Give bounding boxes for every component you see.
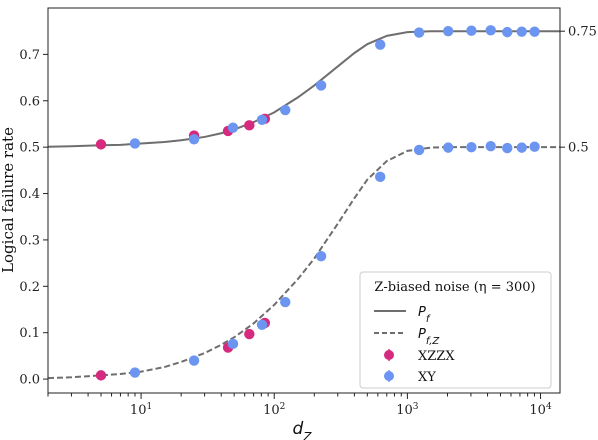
y-axis: 0.0 0.1 0.2 0.3 0.4 0.5 0.6 0.7	[19, 48, 48, 388]
marker-xy_pf-9	[466, 25, 477, 36]
marker-xy_pf-6	[375, 39, 386, 50]
marker-xzzx_pf-3	[244, 120, 255, 131]
y-tick-label-0: 0.0	[19, 373, 40, 388]
y-tick-label-1: 0.1	[19, 326, 40, 341]
marker-xy_pfz-4	[280, 296, 291, 308]
marker-xy_pfz-9	[466, 141, 477, 153]
x-axis: 101 102 103 104	[47, 393, 552, 418]
legend-pfz-label: Pf,Z	[418, 327, 440, 347]
x-tick-label-1000: 103	[396, 402, 419, 418]
marker-xy_pfz-1	[188, 355, 200, 366]
y-tick-label-2: 0.2	[19, 280, 40, 295]
legend-pf-label: Pf	[418, 305, 431, 325]
legend-box	[359, 271, 552, 389]
y-tick-label-7: 0.7	[19, 48, 40, 63]
x-axis-label: dZ	[292, 419, 312, 440]
marker-xy_pfz-11	[502, 142, 513, 154]
marker-xzzx_pfz-0	[95, 370, 107, 381]
y-tick-label-6: 0.6	[19, 94, 40, 109]
marker-xy_pf-8	[442, 25, 454, 37]
x-axis-label-base: d	[292, 419, 303, 439]
marker-xy_pfz-5	[315, 250, 327, 262]
marker-xy_pfz-10	[485, 141, 496, 152]
marker-xy_pf-7	[413, 27, 425, 38]
marker-xy_pf-13	[529, 26, 540, 37]
plot-frame	[47, 7, 561, 394]
legend: Z-biased noise (η = 300) Pf Pf,Z XZZX XY	[359, 271, 552, 389]
x-tick-label-10: 101	[130, 402, 152, 418]
marker-xzzx_pf-0	[95, 139, 107, 150]
x-tick-label-100: 102	[263, 402, 285, 418]
x-tick-label-10000: 104	[529, 402, 552, 418]
y-axis-label: Logical failure rate	[0, 127, 17, 273]
marker-xy_pf-4	[280, 104, 291, 116]
markers-layer	[95, 25, 540, 381]
right-tick-label-0: 0.75	[568, 25, 597, 40]
marker-xy_pf-5	[315, 80, 327, 91]
y-tick-label-3: 0.3	[19, 233, 40, 248]
marker-xy_pf-3	[256, 114, 268, 125]
marker-xy_pf-0	[129, 138, 141, 149]
marker-xy_pfz-3	[256, 319, 268, 331]
marker-xy_pfz-2	[227, 338, 239, 350]
y-tick-label-4: 0.4	[19, 187, 40, 202]
curve-pf_curve	[48, 30, 560, 148]
legend-title: Z-biased noise (η = 300)	[374, 280, 535, 295]
right-tick-label-1: 0.5	[568, 141, 589, 156]
y-tick-label-5: 0.5	[19, 141, 40, 156]
marker-xy_pf-12	[516, 26, 527, 37]
marker-xy_pf-2	[227, 122, 239, 133]
marker-xy_pfz-12	[516, 142, 527, 153]
marker-xy_pfz-0	[129, 367, 141, 378]
marker-xzzx_pfz-2	[244, 328, 255, 340]
legend-xzzx-marker	[384, 350, 394, 360]
legend-xzzx-label: XZZX	[418, 349, 455, 364]
right-axis: 0.75 0.5	[560, 25, 597, 156]
marker-xy_pf-10	[485, 25, 496, 36]
marker-xy_pfz-13	[529, 141, 540, 152]
marker-xy_pfz-7	[413, 144, 425, 156]
x-axis-label-sub: Z	[302, 430, 312, 440]
marker-xy_pfz-6	[375, 171, 386, 183]
marker-xy_pf-11	[502, 26, 513, 38]
legend-xy-marker	[384, 371, 394, 381]
marker-xy_pfz-8	[442, 142, 454, 153]
marker-xy_pf-1	[188, 134, 200, 145]
legend-xy-label: XY	[418, 370, 436, 385]
